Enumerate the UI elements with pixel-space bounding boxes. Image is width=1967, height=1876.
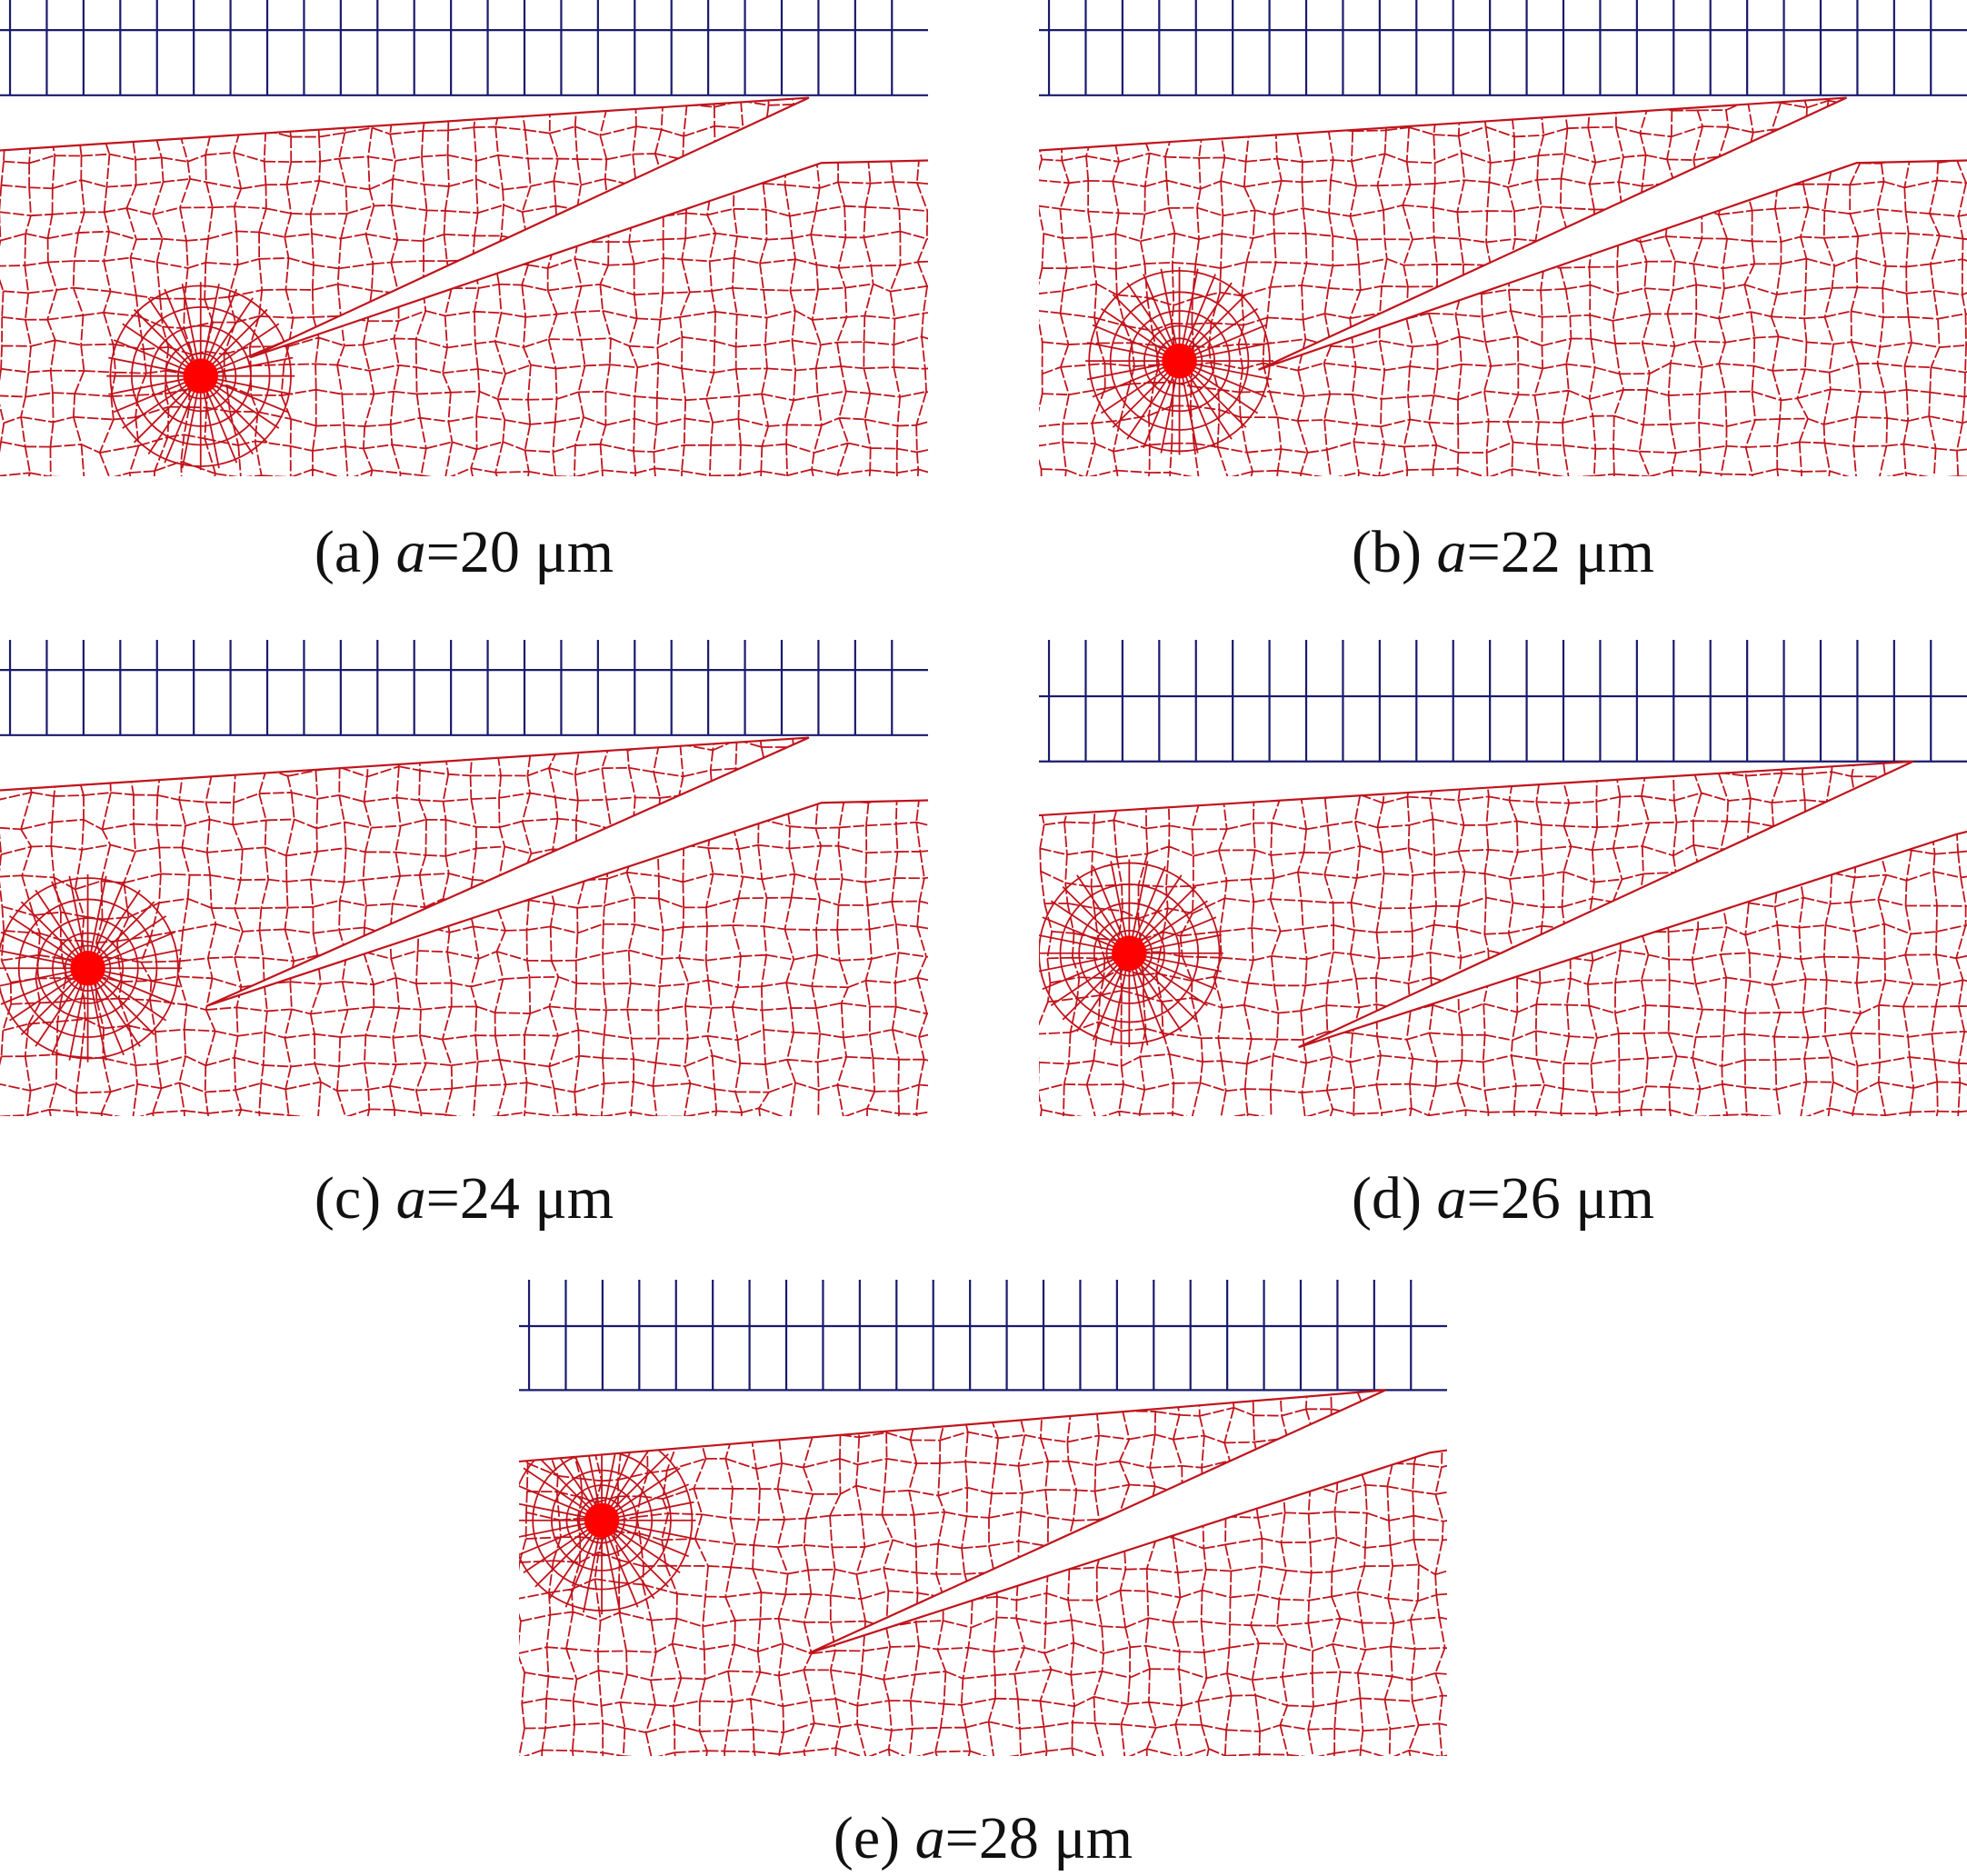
stress-concentration-point	[183, 358, 219, 394]
caption-b: (b) a=22 μm	[1039, 523, 1967, 583]
caption-value: =22	[1466, 519, 1561, 585]
upper-body-mesh	[0, 0, 928, 96]
caption-label: (c)	[314, 1165, 382, 1232]
stress-concentration-point	[1162, 343, 1197, 379]
mesh-elements	[0, 737, 928, 1116]
caption-variable: a	[914, 1805, 945, 1871]
caption-label: (e)	[833, 1805, 901, 1871]
lower-body-mesh	[0, 737, 928, 1116]
mesh-panel-d	[1039, 640, 1967, 1116]
stress-concentration-point	[70, 950, 105, 986]
caption-value: =20	[425, 519, 520, 585]
caption-a: (a) a=20 μm	[0, 523, 928, 583]
upper-body-mesh	[1039, 640, 1967, 763]
caption-value: =26	[1466, 1165, 1561, 1232]
caption-unit: μm	[1575, 519, 1654, 585]
caption-e: (e) a=28 μm	[519, 1809, 1447, 1869]
mesh-svg-a	[0, 0, 928, 476]
caption-unit: μm	[1575, 1165, 1654, 1232]
caption-label: (b)	[1352, 519, 1422, 585]
caption-variable: a	[395, 519, 426, 585]
lower-body-mesh	[519, 1390, 1447, 1756]
mesh-svg-b	[1039, 0, 1967, 476]
crack-boundary	[519, 1389, 1447, 1654]
mesh-elements	[1039, 97, 1967, 476]
mesh-panel-c	[0, 640, 928, 1116]
caption-c: (c) a=24 μm	[0, 1169, 928, 1229]
caption-variable: a	[1436, 519, 1467, 585]
stress-concentration-point	[584, 1502, 620, 1539]
mesh-elements	[0, 97, 928, 476]
crack-boundary	[1039, 96, 1967, 371]
caption-label: (d)	[1352, 1165, 1422, 1232]
caption-unit: μm	[1053, 1805, 1133, 1871]
crack-boundary	[0, 96, 928, 359]
upper-body-mesh	[0, 640, 928, 736]
lower-body-mesh	[1039, 761, 1967, 1116]
caption-d: (d) a=26 μm	[1039, 1169, 1967, 1229]
caption-variable: a	[395, 1165, 426, 1232]
mesh-svg-c	[0, 640, 928, 1116]
caption-unit: μm	[534, 1165, 614, 1232]
mesh-elements	[519, 1390, 1447, 1756]
lower-body-mesh	[0, 97, 928, 476]
upper-body-mesh	[519, 1280, 1447, 1392]
mesh-panel-e	[519, 1280, 1447, 1756]
lower-body-mesh	[1039, 97, 1967, 476]
mesh-panel-a	[0, 0, 928, 476]
caption-value: =24	[425, 1165, 520, 1232]
mesh-svg-e	[519, 1280, 1447, 1756]
caption-value: =28	[944, 1805, 1039, 1871]
crack-boundary	[0, 736, 928, 1007]
mesh-svg-d	[1039, 640, 1967, 1116]
upper-body-mesh	[1039, 0, 1967, 96]
caption-unit: μm	[534, 519, 614, 585]
stress-concentration-point	[1112, 935, 1147, 972]
caption-variable: a	[1436, 1165, 1467, 1232]
crack-boundary	[1039, 760, 1967, 1049]
mesh-panel-b	[1039, 0, 1967, 476]
caption-label: (a)	[314, 519, 382, 585]
